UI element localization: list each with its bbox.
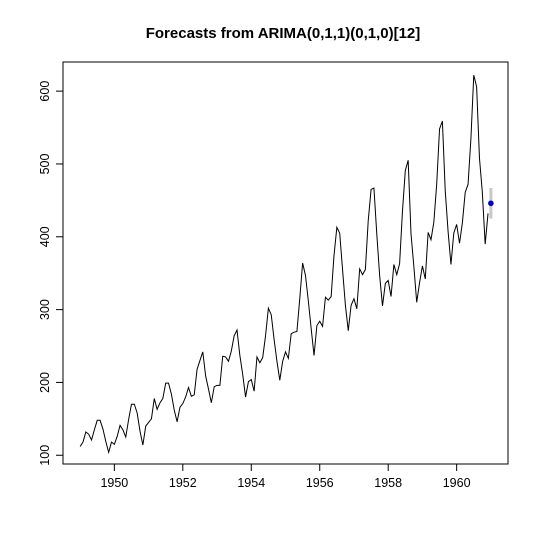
x-axis: 1950 1952 1954 1956 1958 1960 bbox=[100, 464, 471, 490]
series-line-0 bbox=[79, 74, 489, 455]
x-tick-label: 1956 bbox=[306, 476, 334, 490]
x-tick-label: 1952 bbox=[169, 476, 197, 490]
y-tick-label: 500 bbox=[38, 153, 52, 174]
y-tick-label: 600 bbox=[38, 81, 52, 102]
x-tick-label: 1958 bbox=[374, 476, 402, 490]
forecast-point bbox=[488, 200, 494, 207]
chart-title: Forecasts from ARIMA(0,1,1)(0,1,0)[12] bbox=[146, 25, 421, 42]
x-tick-label: 1954 bbox=[237, 476, 265, 490]
x-tick-label: 1960 bbox=[443, 476, 471, 490]
x-tick-label: 1950 bbox=[100, 476, 128, 490]
y-tick-label: 100 bbox=[38, 445, 52, 466]
series-layer bbox=[79, 74, 489, 455]
y-tick-label: 300 bbox=[38, 299, 52, 320]
plot-frame bbox=[62, 61, 509, 465]
y-axis: 100 200 300 400 500 600 bbox=[38, 81, 63, 466]
forecast-layer bbox=[488, 187, 494, 219]
y-tick-label: 200 bbox=[38, 372, 52, 393]
y-tick-label: 400 bbox=[38, 226, 52, 247]
